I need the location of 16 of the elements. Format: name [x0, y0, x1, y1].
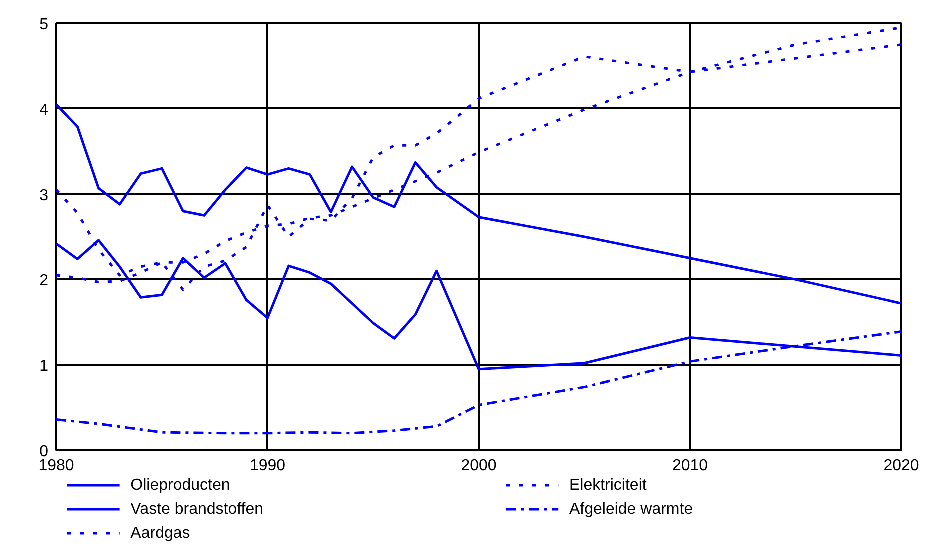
x-tick-label: 1980 — [38, 458, 74, 474]
x-tick-label: 2010 — [672, 458, 708, 474]
legend-label: Elektriciteit — [569, 477, 648, 494]
legend-label: Aardgas — [130, 525, 190, 542]
y-tick-label: 1 — [40, 358, 49, 376]
x-tick-label: 2020 — [884, 458, 920, 474]
y-tick-label: 5 — [40, 16, 49, 34]
y-tick-label: 0 — [40, 444, 49, 460]
legend-label: Afgeleide warmte — [569, 501, 694, 518]
y-tick-label: 2 — [40, 272, 49, 290]
y-tick-label: 4 — [40, 102, 49, 119]
y-tick-label: 3 — [40, 187, 49, 204]
legend-label: Olieproducten — [130, 477, 230, 494]
x-tick-label: 2000 — [461, 458, 497, 474]
legend-label: Vaste brandstoffen — [130, 501, 264, 518]
x-tick-label: 1990 — [250, 458, 286, 474]
